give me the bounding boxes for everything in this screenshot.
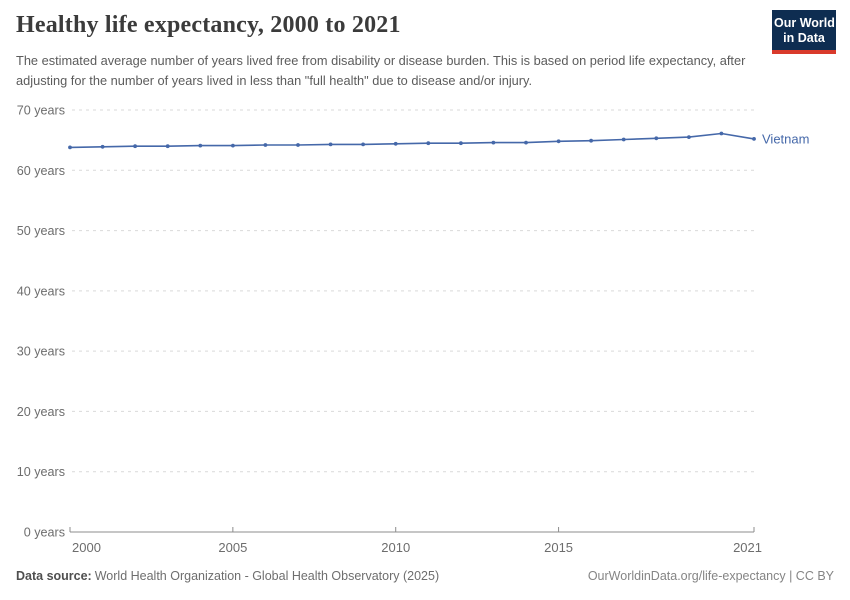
- data-point[interactable]: [621, 137, 626, 142]
- logo-line1: Our World: [774, 16, 835, 30]
- credit-link[interactable]: OurWorldinData.org/life-expectancy | CC …: [587, 569, 834, 583]
- data-point[interactable]: [296, 143, 300, 147]
- data-source-label: Data source:: [16, 569, 92, 583]
- data-point[interactable]: [426, 141, 431, 146]
- data-point[interactable]: [328, 142, 333, 147]
- x-tick-label: 2005: [218, 540, 247, 555]
- data-point[interactable]: [589, 138, 593, 143]
- data-point[interactable]: [393, 141, 398, 146]
- data-point[interactable]: [654, 136, 659, 141]
- data-point[interactable]: [687, 135, 691, 140]
- data-point[interactable]: [752, 137, 756, 141]
- y-tick-label: 20 years: [17, 405, 65, 419]
- y-tick-label: 70 years: [17, 104, 65, 118]
- y-tick-label: 10 years: [17, 465, 65, 479]
- data-source-line[interactable]: Data source: World Health Organization - …: [16, 569, 439, 583]
- data-point[interactable]: [100, 144, 105, 149]
- x-tick-label: 2010: [381, 540, 410, 555]
- data-point[interactable]: [68, 145, 72, 150]
- data-point[interactable]: [165, 144, 170, 149]
- owid-logo[interactable]: Our World in Data: [772, 10, 836, 54]
- y-tick-label: 0 years: [24, 526, 65, 540]
- data-point[interactable]: [556, 139, 561, 144]
- data-source-text: World Health Organization - Global Healt…: [94, 569, 440, 583]
- series-end-label[interactable]: Vietnam: [762, 131, 809, 146]
- logo-line2: in Data: [783, 30, 825, 45]
- x-tick-label: 2015: [544, 540, 573, 555]
- data-point[interactable]: [719, 131, 724, 136]
- data-point[interactable]: [263, 143, 268, 147]
- data-point[interactable]: [459, 141, 463, 146]
- chart-subtitle: The estimated average number of years li…: [16, 53, 746, 88]
- data-point[interactable]: [491, 140, 496, 145]
- x-tick-label: 2000: [72, 540, 101, 555]
- data-point[interactable]: [361, 142, 365, 147]
- data-point[interactable]: [133, 144, 138, 149]
- y-tick-label: 60 years: [17, 164, 65, 178]
- y-tick-label: 40 years: [17, 284, 65, 298]
- x-tick-label: 2021: [733, 540, 762, 555]
- page-title: Healthy life expectancy, 2000 to 2021: [16, 12, 401, 38]
- series-line[interactable]: [69, 132, 755, 149]
- chart-footer: Data source: World Health Organization - …: [16, 569, 834, 583]
- y-tick-label: 30 years: [17, 345, 65, 359]
- data-point[interactable]: [198, 143, 203, 148]
- data-point[interactable]: [231, 143, 235, 148]
- data-point[interactable]: [524, 140, 528, 145]
- y-tick-label: 50 years: [17, 224, 65, 238]
